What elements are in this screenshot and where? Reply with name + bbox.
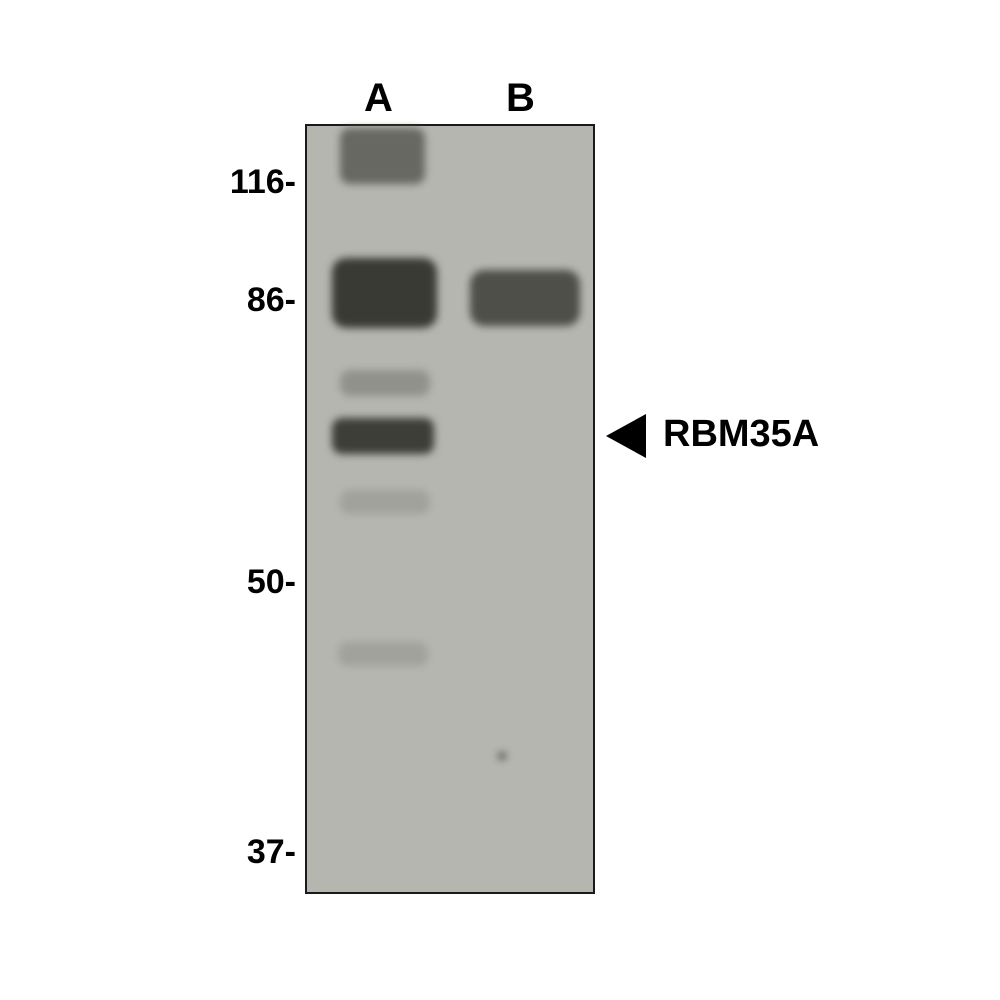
lane-label-a: A [364,76,393,121]
protein-name-label: RBM35A [663,413,819,456]
lane-label-b: B [506,76,535,121]
pointer-arrowhead-icon [606,414,646,458]
mw-marker-50: 50- [176,563,296,602]
mw-marker-86: 86- [176,281,296,320]
mw-marker-116: 116- [176,163,296,202]
speck-b [498,752,506,760]
band-a-70 [340,370,430,396]
band-a-45 [338,642,428,666]
mw-marker-37: 37- [176,833,296,872]
band-a-90 [332,258,437,328]
band-a-116 [340,128,425,184]
band-a-below [340,490,430,514]
band-b-90 [470,270,580,326]
band-a-rbm35a [332,418,434,454]
